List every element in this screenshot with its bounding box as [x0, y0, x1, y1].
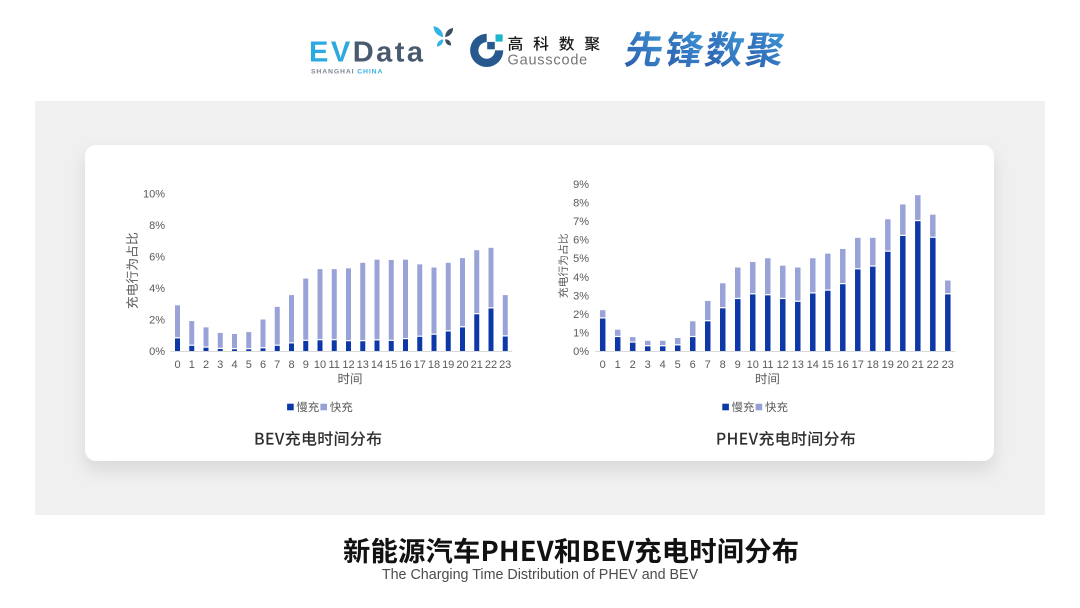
svg-text:13: 13 [792, 359, 804, 371]
svg-text:21: 21 [912, 359, 924, 371]
svg-text:11: 11 [762, 359, 773, 371]
svg-text:22: 22 [927, 359, 939, 371]
svg-text:0: 0 [174, 359, 180, 371]
svg-text:6: 6 [690, 359, 696, 371]
svg-text:6%: 6% [149, 252, 165, 264]
svg-text:4%: 4% [149, 283, 165, 295]
svg-text:Gausscode: Gausscode [508, 53, 589, 69]
svg-text:0%: 0% [573, 346, 589, 358]
svg-text:18: 18 [428, 359, 440, 371]
svg-text:12: 12 [342, 359, 354, 371]
svg-text:23: 23 [499, 359, 511, 371]
svg-text:17: 17 [852, 359, 864, 371]
svg-text:5%: 5% [573, 253, 589, 265]
svg-text:16: 16 [837, 359, 849, 371]
svg-text:15: 15 [385, 359, 397, 371]
svg-text:0%: 0% [149, 346, 165, 358]
svg-text:8%: 8% [573, 198, 589, 210]
svg-text:4: 4 [231, 359, 237, 371]
svg-text:16: 16 [399, 359, 411, 371]
svg-text:2%: 2% [149, 315, 165, 327]
svg-text:4%: 4% [573, 272, 589, 284]
svg-text:SHANGHAI CHINA: SHANGHAI CHINA [311, 69, 383, 76]
svg-text:5: 5 [675, 359, 681, 371]
svg-text:7: 7 [274, 359, 280, 371]
svg-text:10: 10 [314, 359, 326, 371]
svg-text:7: 7 [705, 359, 711, 371]
svg-text:3: 3 [217, 359, 223, 371]
svg-text:0: 0 [600, 359, 606, 371]
svg-text:10: 10 [747, 359, 759, 371]
svg-text:3: 3 [645, 359, 651, 371]
svg-text:1: 1 [189, 359, 195, 371]
svg-text:7%: 7% [573, 216, 589, 228]
svg-text:EVData: EVData [309, 37, 426, 69]
svg-text:6: 6 [260, 359, 266, 371]
svg-text:9: 9 [303, 359, 309, 371]
svg-text:9: 9 [735, 359, 741, 371]
svg-text:20: 20 [897, 359, 909, 371]
svg-text:19: 19 [442, 359, 454, 371]
svg-text:23: 23 [942, 359, 954, 371]
svg-text:13: 13 [357, 359, 369, 371]
svg-text:11: 11 [328, 359, 339, 371]
svg-text:1: 1 [615, 359, 621, 371]
svg-text:4: 4 [660, 359, 666, 371]
svg-text:12: 12 [777, 359, 789, 371]
svg-text:19: 19 [882, 359, 894, 371]
svg-text:15: 15 [822, 359, 834, 371]
svg-text:14: 14 [371, 359, 383, 371]
svg-text:17: 17 [414, 359, 426, 371]
svg-text:5: 5 [246, 359, 252, 371]
svg-text:18: 18 [867, 359, 879, 371]
svg-text:14: 14 [807, 359, 819, 371]
svg-text:2%: 2% [573, 309, 589, 321]
svg-text:1%: 1% [573, 327, 589, 339]
svg-text:3%: 3% [573, 290, 589, 302]
svg-text:9%: 9% [573, 179, 589, 191]
svg-text:21: 21 [471, 359, 483, 371]
svg-text:8: 8 [720, 359, 726, 371]
svg-text:8: 8 [288, 359, 294, 371]
svg-text:20: 20 [456, 359, 468, 371]
svg-text:22: 22 [485, 359, 497, 371]
svg-text:10%: 10% [143, 189, 165, 201]
svg-text:2: 2 [203, 359, 209, 371]
svg-text:8%: 8% [149, 220, 165, 232]
svg-text:2: 2 [630, 359, 636, 371]
svg-text:6%: 6% [573, 235, 589, 247]
